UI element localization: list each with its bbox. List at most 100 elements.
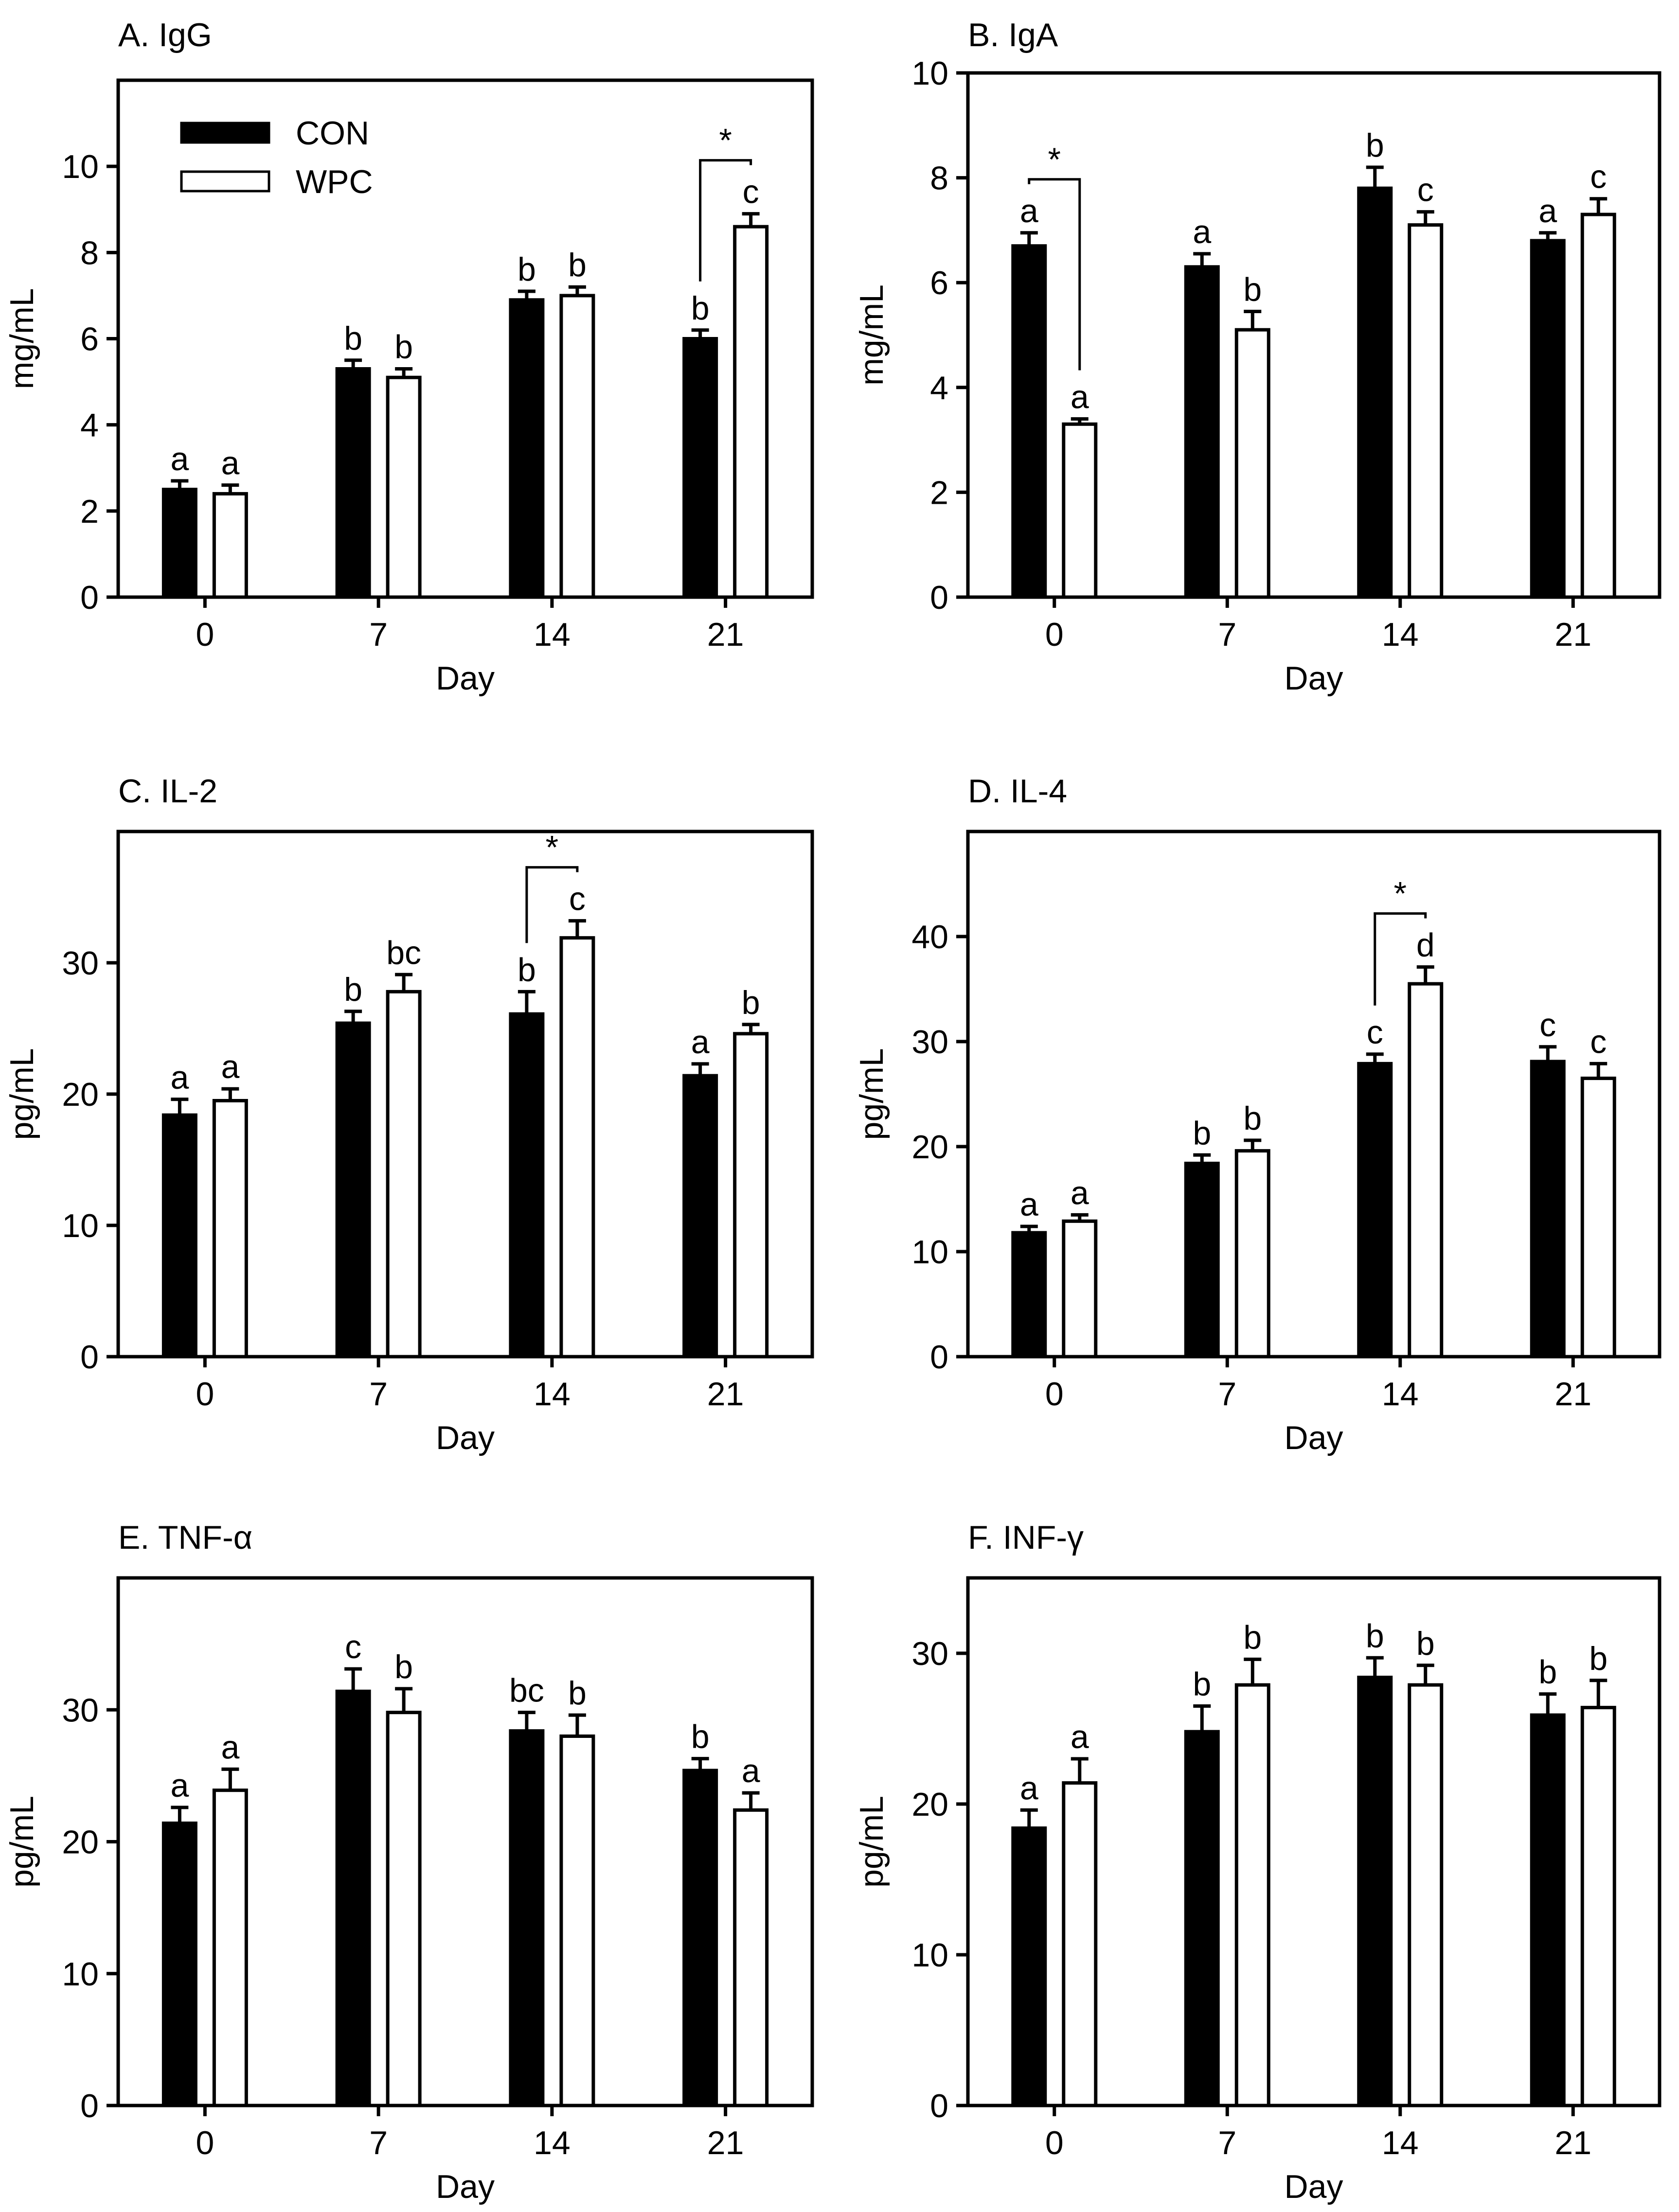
y-tick-label: 10 — [911, 1234, 948, 1271]
significance-letter: c — [1417, 172, 1434, 209]
bar-con — [1011, 244, 1047, 599]
bar-wpc — [1408, 982, 1444, 1359]
significance-letter: a — [170, 1059, 189, 1096]
bar-con — [1530, 1713, 1566, 2107]
significance-bracket — [699, 159, 752, 282]
legend-label-con: CON — [296, 115, 369, 152]
y-tick-label: 4 — [80, 407, 99, 444]
y-tick-label: 20 — [62, 1824, 99, 1861]
significance-letter: a — [170, 441, 189, 478]
bar-wpc — [733, 1032, 769, 1359]
bar-con — [1530, 1060, 1566, 1359]
y-axis-label: pg/mL — [853, 1048, 890, 1140]
significance-star: * — [1048, 141, 1061, 178]
significance-letter: a — [1071, 378, 1089, 415]
y-tick-label: 0 — [930, 1339, 948, 1376]
y-axis-label: pg/mL — [3, 1796, 40, 1888]
bar-wpc — [212, 1099, 248, 1359]
legend-swatch-con — [180, 122, 270, 144]
significance-letter: b — [394, 329, 413, 366]
y-tick-label: 2 — [930, 474, 948, 511]
y-tick-label: 0 — [930, 2088, 948, 2124]
panel-title: F. INF-γ — [968, 1519, 1084, 1556]
significance-star: * — [1394, 875, 1407, 912]
significance-letter: d — [1416, 927, 1435, 964]
y-tick-label: 8 — [80, 234, 99, 271]
significance-letter: a — [170, 1767, 189, 1804]
significance-letter: c — [1367, 1014, 1383, 1051]
panel-title: A. IgG — [118, 17, 212, 53]
x-tick-label: 0 — [1045, 2124, 1064, 2161]
x-tick-label: 21 — [1554, 616, 1591, 653]
significance-letter: a — [742, 1752, 760, 1789]
x-tick-label: 7 — [1218, 616, 1236, 653]
bar-wpc — [386, 1711, 422, 2107]
significance-letter: a — [1020, 1770, 1038, 1806]
bar-wpc — [1234, 328, 1270, 599]
x-tick-label: 0 — [196, 1376, 214, 1413]
y-tick-label: 0 — [930, 579, 948, 616]
bar-wpc — [386, 990, 422, 1359]
bar-con — [1357, 1676, 1393, 2107]
significance-letter: c — [1590, 159, 1607, 195]
panel-title: E. TNF-α — [118, 1519, 252, 1556]
significance-letter: c — [569, 881, 586, 918]
y-tick-label: 6 — [930, 265, 948, 301]
bar-wpc — [1408, 223, 1444, 599]
significance-letter: b — [1366, 127, 1384, 164]
bar-con — [1011, 1826, 1047, 2107]
bar-wpc — [1062, 422, 1098, 599]
bar-con — [161, 1113, 197, 1359]
significance-letter: b — [1193, 1115, 1211, 1151]
significance-letter: c — [1590, 1023, 1607, 1060]
y-tick-label: 30 — [62, 945, 99, 982]
x-tick-label: 0 — [1045, 616, 1064, 653]
y-tick-label: 10 — [62, 1207, 99, 1244]
x-tick-label: 14 — [1382, 616, 1419, 653]
significance-letter: a — [691, 1024, 710, 1061]
bar-wpc — [733, 1808, 769, 2107]
significance-letter: b — [568, 1675, 587, 1712]
y-tick-label: 10 — [911, 55, 948, 92]
y-tick-label: 0 — [80, 579, 99, 616]
significance-letter: bc — [386, 934, 421, 971]
significance-bracket — [1028, 178, 1081, 371]
bar-wpc — [1580, 1077, 1616, 1359]
bar-wpc — [559, 294, 595, 599]
significance-bracket — [1374, 912, 1427, 1006]
bar-con — [1011, 1231, 1047, 1359]
x-tick-label: 7 — [1218, 1376, 1236, 1413]
x-axis-label: Day — [436, 660, 495, 697]
x-tick-label: 21 — [707, 616, 744, 653]
panel-title: D. IL-4 — [968, 773, 1067, 810]
x-tick-label: 21 — [1554, 1376, 1591, 1413]
x-tick-label: 14 — [534, 616, 571, 653]
x-tick-label: 14 — [534, 2124, 571, 2161]
bar-wpc — [212, 492, 248, 599]
bar-con — [682, 1769, 718, 2107]
y-tick-label: 20 — [911, 1786, 948, 1823]
bar-con — [682, 1074, 718, 1359]
y-tick-label: 0 — [80, 2088, 99, 2124]
panel-title: B. IgA — [968, 17, 1058, 53]
bar-wpc — [212, 1788, 248, 2107]
y-tick-label: 4 — [930, 370, 948, 407]
significance-letter: b — [344, 320, 362, 357]
bar-wpc — [1580, 212, 1616, 599]
bar-wpc — [386, 375, 422, 599]
y-tick-label: 6 — [80, 321, 99, 358]
significance-letter: b — [1243, 271, 1262, 308]
x-tick-label: 0 — [196, 616, 214, 653]
x-axis-label: Day — [1285, 660, 1343, 697]
y-tick-label: 0 — [80, 1339, 99, 1376]
x-axis-label: Day — [436, 2168, 495, 2205]
significance-letter: b — [394, 1648, 413, 1685]
x-tick-label: 7 — [369, 616, 388, 653]
y-axis-label: mg/mL — [853, 284, 890, 386]
significance-letter: b — [568, 247, 587, 283]
significance-letter: b — [1243, 1619, 1262, 1656]
significance-letter: a — [1071, 1718, 1089, 1755]
bar-con — [161, 488, 197, 599]
